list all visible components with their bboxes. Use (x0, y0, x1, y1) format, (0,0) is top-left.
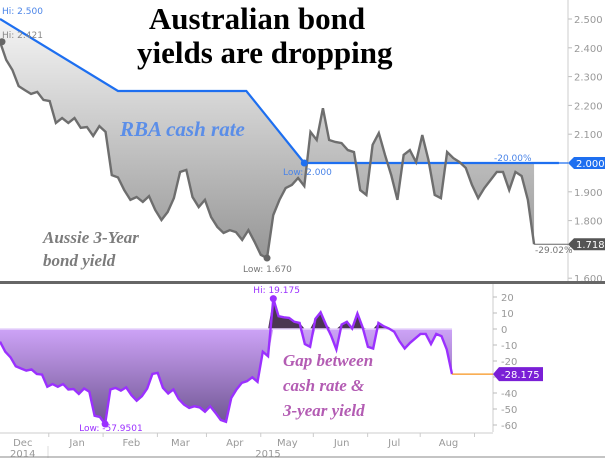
gap-annotation-line: cash rate & (283, 376, 365, 395)
x-year-label: 2015 (255, 449, 280, 458)
y-tick-label: 2.500 (574, 15, 603, 26)
y-tick-label: 2.400 (574, 44, 603, 55)
x-year-label: 2014 (10, 449, 35, 458)
gap-y-tick-label: 10 (501, 309, 514, 320)
x-tick-label: Jul (387, 438, 400, 449)
y-tick-label: 1.900 (574, 188, 603, 199)
gap-hi-label: Hi: 19.175 (253, 286, 300, 296)
gap-y-tick-label: -40 (501, 389, 517, 400)
gap-hi-marker (269, 295, 277, 303)
title-line-2: yields are dropping (137, 35, 393, 70)
gap-low-marker (101, 420, 109, 428)
yield-last-value: 1.718 (576, 240, 605, 251)
gap-negative-fill (0, 329, 453, 425)
cash-change-label: -20.00% (494, 154, 532, 164)
yield-low-marker (263, 254, 271, 262)
gap-y-tick-label: -50 (501, 405, 517, 416)
x-tick-label: Jun (333, 438, 350, 449)
gap-annotation-line: Gap between (283, 351, 374, 370)
gap-positive-fill (0, 298, 453, 329)
panel-separator (0, 281, 605, 284)
x-tick-label: Mar (171, 438, 191, 449)
cash-low-marker (300, 159, 308, 167)
gap-y-tick-label: -10 (501, 341, 517, 352)
gap-last-badge (493, 367, 543, 382)
gap-last-value: -28.175 (501, 370, 540, 381)
yield-annotation-line: Aussie 3-Year (43, 228, 139, 247)
gap-y-tick-label: -20 (501, 357, 517, 368)
gap-line (0, 298, 454, 428)
gap-annotation-line: 3-year yield (283, 401, 365, 420)
yield-hi-label: Hi: 2.421 (2, 31, 43, 41)
y-tick-label: 2.100 (574, 130, 603, 141)
cash-rate-annotation: RBA cash rate (120, 117, 245, 141)
gap-y-tick-label: 20 (501, 293, 514, 304)
gap-low-label: Low: -57.9501 (79, 424, 143, 434)
x-tick-label: Feb (123, 438, 141, 449)
cash-last-badge (568, 157, 605, 169)
cash-last-value: 2.000 (576, 159, 605, 170)
y-tick-label: 1.800 (574, 217, 603, 228)
cash-rate-line (0, 18, 559, 165)
x-tick-label: May (277, 438, 298, 449)
yield-annotation: Aussie 3-Year bond yield (43, 226, 139, 272)
cash-hi-label: Hi: 2.500 (2, 7, 43, 17)
gap-y-tick-label: -60 (501, 421, 517, 432)
x-tick-label: Jan (68, 438, 84, 449)
title-line-1: Australian bond (148, 1, 366, 36)
x-tick-label: Apr (226, 438, 244, 449)
y-tick-label: 1.600 (574, 274, 603, 285)
x-tick-label: Aug (439, 438, 459, 449)
yield-low-label: Low: 1.670 (243, 265, 292, 275)
yield-annotation-line: bond yield (43, 251, 116, 270)
y-tick-label: 2.200 (574, 101, 603, 112)
chart-title: Australian bond yields are dropping (137, 1, 393, 70)
y-tick-label: 2.300 (574, 73, 603, 84)
x-tick-label: Dec (13, 438, 32, 449)
gap-annotation: Gap between cash rate & 3-year yield (283, 348, 373, 423)
yield-hi-marker (0, 38, 6, 46)
cash-low-label: Low: 2.000 (283, 168, 332, 178)
yield-last-badge (568, 238, 605, 251)
gap-y-tick-label: 0 (501, 325, 507, 336)
yield-change-label: -29.02% (535, 246, 573, 256)
